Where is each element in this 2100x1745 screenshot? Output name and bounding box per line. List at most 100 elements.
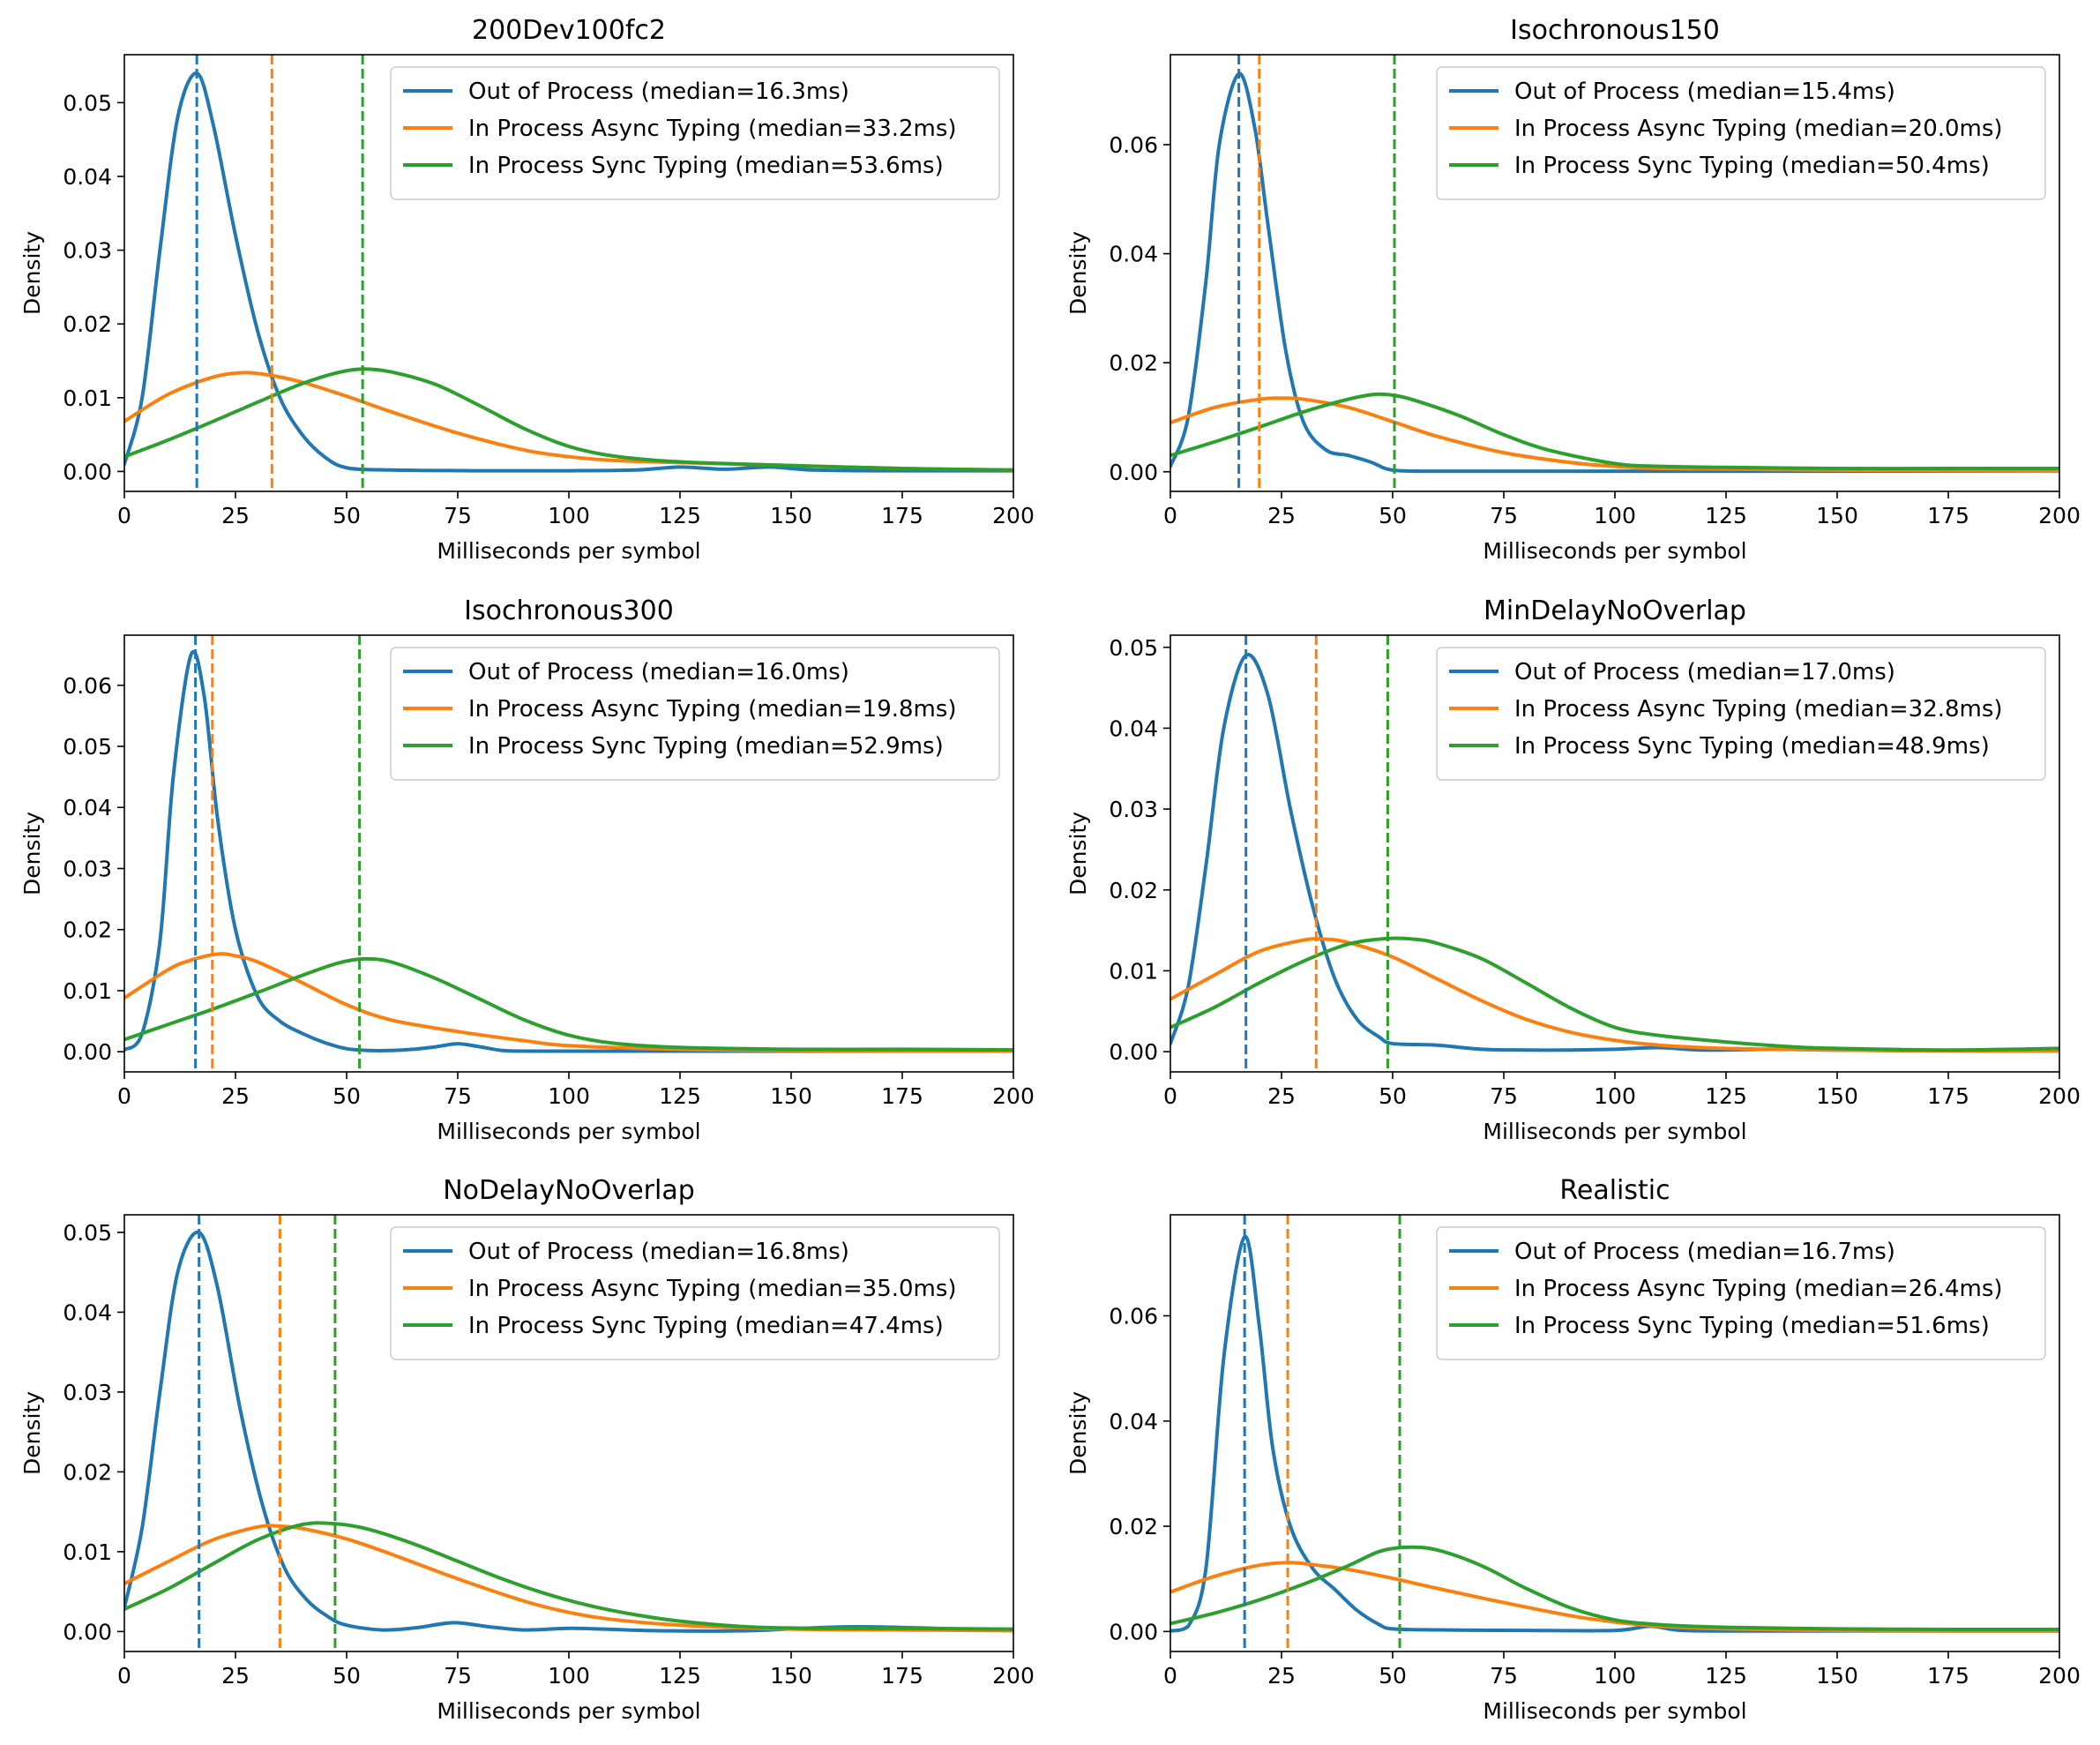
axes-frame (1170, 54, 2060, 492)
subplot-title: Isochronous150 (1510, 15, 1720, 46)
y-axis-label: Density (19, 231, 45, 315)
x-tick-label: 150 (1816, 1663, 1858, 1689)
x-tick-label: 125 (1705, 1083, 1747, 1109)
x-tick-label: 175 (1927, 1083, 1969, 1109)
x-axis-label: Milliseconds per symbol (437, 1119, 700, 1144)
x-tick-label: 100 (1594, 503, 1636, 528)
x-tick-label: 0 (1163, 1663, 1177, 1689)
x-tick-label: 50 (1379, 1083, 1407, 1109)
y-tick-label: 0.03 (63, 856, 112, 881)
legend-label: In Process Async Typing (median=19.8ms) (468, 696, 957, 723)
density-curve-sync (124, 1521, 1013, 1631)
y-tick-label: 0.02 (1109, 350, 1158, 376)
axes-frame (123, 54, 1014, 492)
x-tick-label: 25 (1267, 503, 1296, 528)
legend-box (1436, 647, 2046, 781)
y-tick-label: 0.06 (63, 673, 112, 699)
legend-box (390, 1226, 1000, 1360)
legend-label: In Process Sync Typing (median=52.9ms) (468, 733, 944, 760)
x-tick-label: 200 (992, 1663, 1035, 1689)
x-tick-label: 0 (117, 1083, 131, 1109)
y-tick-label: 0.05 (63, 734, 112, 760)
plot-area (1170, 635, 2059, 1072)
y-tick-label: 0.01 (1109, 958, 1158, 984)
y-axis-label: Density (1065, 812, 1091, 895)
legend: Out of Process (median=16.8ms) In Process… (390, 1226, 1000, 1360)
y-tick-label: 0.03 (63, 238, 112, 264)
legend-label: In Process Sync Typing (median=48.9ms) (1514, 733, 1990, 760)
legend-box (1436, 66, 2046, 200)
legend-label: Out of Process (median=16.0ms) (468, 659, 849, 685)
x-axis-label: Milliseconds per symbol (437, 538, 700, 564)
y-tick-label: 0.06 (1109, 1304, 1158, 1329)
legend-box (390, 66, 1000, 200)
x-tick-label: 125 (659, 1083, 701, 1109)
density-curve-out-of-process (1170, 71, 2059, 474)
x-tick-label: 25 (221, 503, 250, 528)
density-curve-out-of-process (124, 71, 1013, 473)
x-tick-label: 150 (770, 503, 812, 528)
y-tick-label: 0.00 (1109, 460, 1158, 485)
x-tick-label: 175 (881, 1083, 923, 1109)
density-curve-sync (1170, 392, 2059, 471)
x-axis-label: Milliseconds per symbol (1483, 1119, 1746, 1144)
y-tick-label: 0.03 (63, 1380, 112, 1405)
subplot-title: Realistic (1559, 1175, 1670, 1206)
x-tick-label: 100 (1594, 1663, 1636, 1689)
y-tick-label: 0.00 (63, 1619, 112, 1644)
plot-area (1170, 1215, 2059, 1651)
x-tick-label: 200 (992, 1083, 1035, 1109)
x-tick-label: 100 (548, 1663, 590, 1689)
x-tick-label: 100 (1594, 1083, 1636, 1109)
legend: Out of Process (median=16.0ms) In Process… (390, 647, 1000, 781)
plot-area (124, 55, 1013, 491)
x-tick-label: 175 (1927, 1663, 1969, 1689)
x-tick-label: 25 (1267, 1083, 1296, 1109)
x-tick-label: 150 (1816, 503, 1858, 528)
legend-label: Out of Process (median=15.4ms) (1514, 79, 1895, 105)
legend-label: Out of Process (median=16.7ms) (1514, 1239, 1895, 1265)
axes-frame (123, 634, 1014, 1073)
density-curve-out-of-process (1170, 1235, 2059, 1633)
y-tick-label: 0.05 (1109, 635, 1158, 661)
subplot-5: NoDelayNoOverlap 0.00 0.01 0.02 0.03 0.04 0.05… (19, 1175, 1035, 1724)
legend-box (1436, 1226, 2046, 1360)
legend-label: In Process Sync Typing (median=47.4ms) (468, 1313, 944, 1339)
density-curve-async (1170, 396, 2059, 474)
y-tick-label: 0.04 (63, 795, 112, 820)
x-tick-label: 125 (659, 503, 701, 528)
legend-label: In Process Async Typing (median=33.2ms) (468, 116, 957, 142)
x-tick-label: 150 (1816, 1083, 1858, 1109)
legend-label: Out of Process (median=17.0ms) (1514, 659, 1895, 685)
y-tick-label: 0.04 (1109, 242, 1158, 267)
legend: Out of Process (median=16.7ms) In Process… (1436, 1226, 2046, 1360)
subplot-title: 200Dev100fc2 (472, 15, 666, 46)
y-tick-label: 0.00 (1109, 1039, 1158, 1065)
y-tick-label: 0.02 (63, 917, 112, 943)
legend-label: In Process Async Typing (median=35.0ms) (468, 1276, 957, 1302)
legend-label: In Process Sync Typing (median=53.6ms) (468, 153, 944, 179)
legend-label: In Process Sync Typing (median=51.6ms) (1514, 1313, 1990, 1339)
density-curve-async (124, 371, 1013, 472)
x-tick-label: 75 (1490, 1663, 1518, 1689)
x-axis-label: Milliseconds per symbol (437, 1698, 700, 1724)
plot-area (124, 635, 1013, 1072)
plot-area (124, 1215, 1013, 1651)
x-tick-label: 175 (881, 503, 923, 528)
subplot-3: Isochronous300 0.00 0.01 0.02 0.03 0.04 0.05 0.… (19, 595, 1035, 1144)
x-tick-label: 75 (1490, 1083, 1518, 1109)
x-axis-label: Milliseconds per symbol (1483, 1698, 1746, 1724)
x-tick-label: 50 (1379, 503, 1407, 528)
x-tick-label: 175 (881, 1663, 923, 1689)
subplot-title: Isochronous300 (464, 595, 674, 626)
y-tick-label: 0.05 (63, 1220, 112, 1246)
x-tick-label: 200 (2038, 1083, 2081, 1109)
x-tick-label: 100 (548, 503, 590, 528)
y-tick-label: 0.04 (1109, 715, 1158, 741)
x-tick-label: 0 (117, 503, 131, 528)
density-curve-out-of-process (124, 650, 1013, 1053)
y-axis-label: Density (19, 812, 45, 895)
x-tick-label: 25 (1267, 1663, 1296, 1689)
y-axis-label: Density (1065, 1391, 1091, 1475)
y-tick-label: 0.02 (63, 311, 112, 337)
